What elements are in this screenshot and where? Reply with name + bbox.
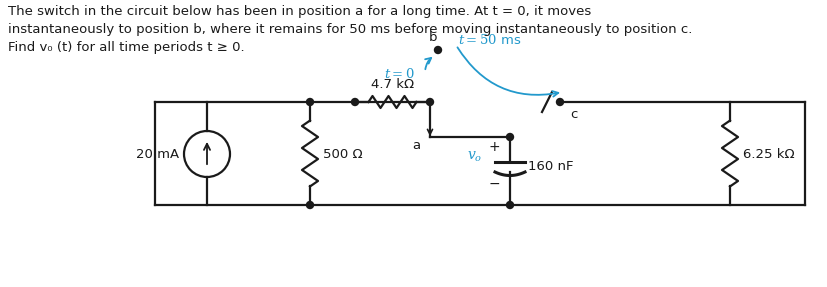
Text: $v_o$: $v_o$: [466, 150, 481, 164]
Text: 500 Ω: 500 Ω: [323, 148, 362, 160]
Text: $t = 0$: $t = 0$: [384, 67, 414, 81]
Text: +: +: [488, 140, 500, 154]
Text: c: c: [569, 108, 576, 121]
Text: $t = 50$ ms: $t = 50$ ms: [457, 33, 521, 47]
Circle shape: [306, 201, 313, 208]
Text: −: −: [488, 177, 500, 191]
Text: 20 mA: 20 mA: [136, 148, 179, 160]
Text: instantaneously to position b, where it remains for 50 ms before moving instanta: instantaneously to position b, where it …: [8, 23, 691, 36]
Text: The switch in the circuit below has been in position a for a long time. At t = 0: The switch in the circuit below has been…: [8, 5, 590, 18]
Circle shape: [434, 46, 441, 53]
Text: Find v₀ (t) for all time periods t ≥ 0.: Find v₀ (t) for all time periods t ≥ 0.: [8, 41, 244, 54]
Circle shape: [306, 98, 313, 106]
Text: a: a: [411, 139, 419, 152]
Circle shape: [351, 98, 358, 106]
Circle shape: [506, 201, 513, 208]
Circle shape: [556, 98, 563, 106]
Circle shape: [426, 98, 433, 106]
Text: b: b: [428, 31, 437, 44]
Text: 6.25 kΩ: 6.25 kΩ: [742, 148, 794, 160]
Circle shape: [506, 133, 513, 141]
Text: 4.7 kΩ: 4.7 kΩ: [370, 78, 414, 91]
Text: 160 nF: 160 nF: [528, 160, 573, 174]
